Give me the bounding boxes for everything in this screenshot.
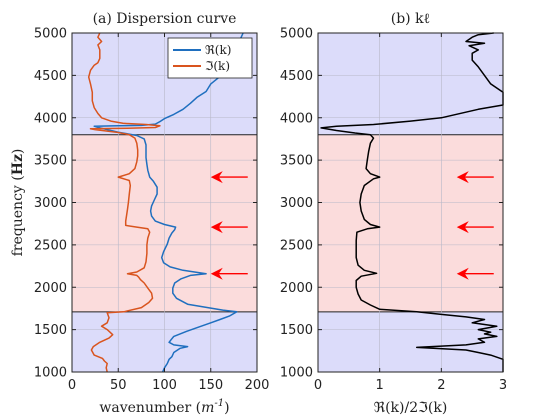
legend: ℜ(k) ℑ(k) [167, 37, 253, 79]
y-tick-label: 2000 [280, 281, 313, 296]
panel-a-title: (a) Dispersion curve [93, 11, 237, 27]
x-tick-label: 150 [198, 378, 223, 393]
y-axis-label: frequency (Hz) [10, 149, 26, 257]
y-tick-label: 5000 [280, 27, 313, 42]
x-tick-label: 0 [68, 378, 76, 393]
y-ticks: 1000 1500 2000 2500 3000 3500 4000 4500 5000 [280, 27, 503, 381]
x-tick-label: 200 [245, 378, 270, 393]
y-ticks: 1000 1500 2000 2500 3000 3500 4000 4500 5000 [34, 27, 257, 381]
arrow-markers [210, 171, 248, 280]
red-arrow-head [210, 171, 223, 184]
x-tick-label: 50 [110, 378, 127, 393]
y-tick-label: 1000 [34, 366, 67, 381]
frequency-band [318, 311, 503, 372]
y-tick-label: 4500 [34, 69, 67, 84]
y-tick-label: 4500 [280, 69, 313, 84]
x-axis-label: wavenumber (m-1) [99, 398, 229, 416]
panel-dispersion-curve: 0 50 100 150 200 1000 1500 2000 2500 3000 3500 400… [10, 11, 269, 416]
x-axis-label: ℜ(k)/2ℑ(k) [374, 400, 448, 416]
y-tick-label: 1500 [280, 323, 313, 338]
y-tick-label: 1500 [34, 323, 67, 338]
x-tick-label: 2 [437, 378, 445, 393]
series-line-secondary [87, 32, 161, 373]
legend-entry: ℜ(k) [205, 43, 231, 57]
x-tick-label: 3 [499, 378, 507, 393]
frequency-band [318, 134, 503, 312]
series-lines [320, 32, 504, 372]
x-tick-label: 100 [152, 378, 177, 393]
red-arrow-head [210, 267, 223, 280]
y-tick-label: 1000 [280, 366, 313, 381]
y-tick-label: 2500 [34, 238, 67, 253]
grid-lines [317, 32, 504, 373]
y-tick-label: 4000 [34, 111, 67, 126]
red-arrow-head [456, 221, 469, 234]
y-tick-label: 2000 [34, 281, 67, 296]
y-tick-label: 3000 [280, 196, 313, 211]
legend-entry: ℑ(k) [205, 59, 230, 73]
series-lines [87, 32, 244, 373]
y-tick-label: 3500 [280, 154, 313, 169]
red-arrow-head [456, 267, 469, 280]
red-arrow-head [456, 171, 469, 184]
y-tick-label: 4000 [280, 111, 313, 126]
x-tick-label: 0 [314, 378, 322, 393]
y-tick-label: 3500 [34, 154, 67, 169]
panel-kl: 0 1 2 3 1000 1500 2000 2500 3000 3500 4000 4500 500… [280, 11, 507, 416]
x-tick-label: 1 [376, 378, 384, 393]
y-tick-label: 3000 [34, 196, 67, 211]
x-ticks: 0 1 2 3 [314, 33, 507, 393]
series-line-primary [320, 32, 504, 372]
series-line-primary [93, 32, 244, 373]
red-arrow-head [210, 221, 223, 234]
legend-box [167, 37, 253, 79]
y-tick-label: 5000 [34, 27, 67, 42]
arrow-markers [456, 171, 494, 280]
frequency-bands [318, 33, 503, 372]
y-tick-label: 2500 [280, 238, 313, 253]
x-ticks: 0 50 100 150 200 [68, 33, 270, 393]
panel-b-title: (b) kℓ [391, 11, 431, 27]
